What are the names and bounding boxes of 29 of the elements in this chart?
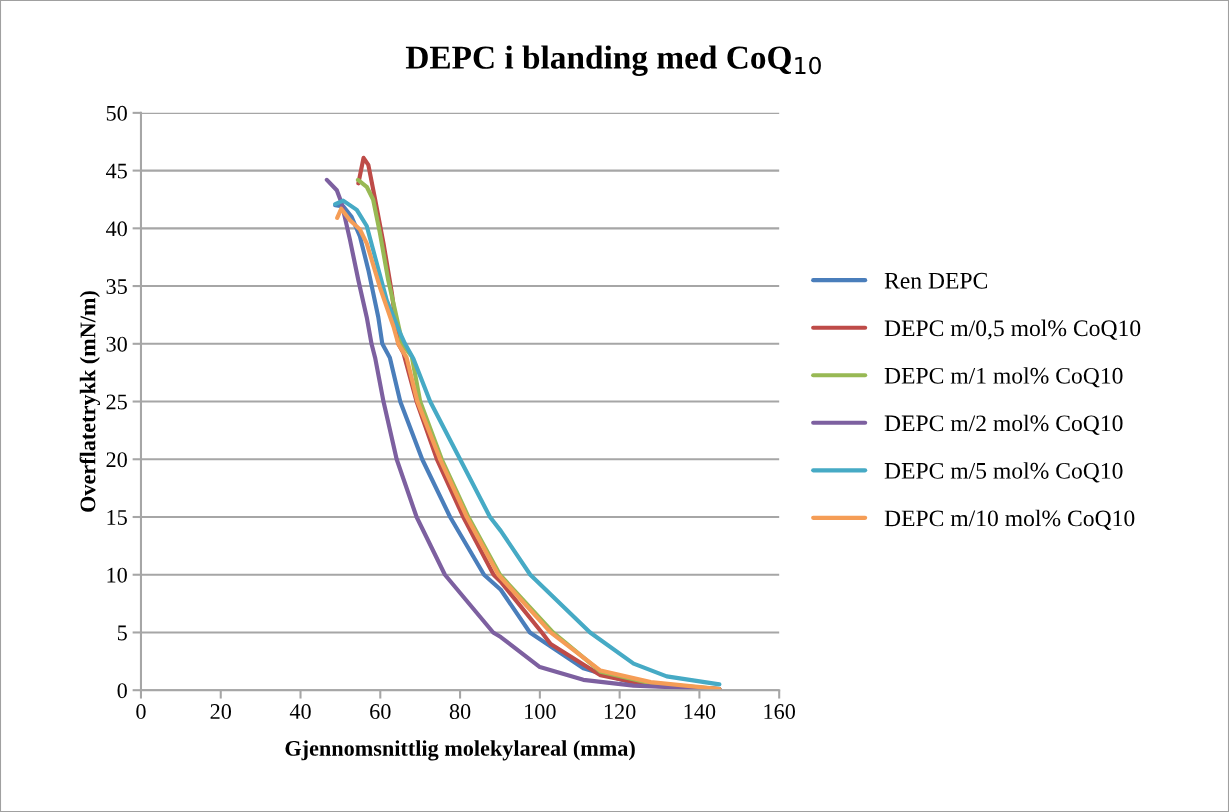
x-tick-label: 0 — [136, 704, 146, 720]
y-tick-label: 20 — [106, 452, 127, 468]
y-axis-title: Overflatetrykk (mN/m) — [79, 291, 100, 512]
y-tick-label: 5 — [117, 625, 127, 641]
legend-label: DEPC m/1 mol% CoQ10 — [884, 367, 1123, 388]
x-tick-label: 20 — [210, 704, 232, 720]
y-tick-label: 10 — [107, 567, 127, 583]
legend-label: DEPC m/0,5 mol% CoQ10 — [884, 319, 1141, 340]
legend-label: DEPC m/5 mol% CoQ10 — [884, 462, 1123, 483]
y-tick-label: 30 — [106, 336, 127, 352]
y-tick-label: 15 — [107, 510, 127, 525]
x-tick-label: 40 — [289, 704, 311, 720]
x-tick-label: 120 — [604, 704, 636, 720]
legend-label: Ren DEPC — [884, 272, 988, 289]
legend-label: DEPC m/2 mol% CoQ10 — [884, 414, 1123, 435]
y-tick-label: 0 — [117, 683, 127, 699]
chart-title: DEPC i blanding med CoQ$_{10}$ — [405, 45, 821, 76]
legend-label: DEPC m/10 mol% CoQ10 — [884, 509, 1135, 530]
y-tick-label: 25 — [106, 394, 127, 410]
x-tick-label: 160 — [764, 704, 796, 720]
y-tick-label: 50 — [106, 105, 127, 121]
y-tick-label: 40 — [105, 221, 127, 237]
y-tick-label: 35 — [106, 279, 127, 294]
x-tick-label: 80 — [449, 704, 471, 720]
x-tick-label: 100 — [525, 704, 556, 720]
y-tick-label: 45 — [105, 163, 127, 179]
x-tick-label: 140 — [684, 704, 716, 720]
x-tick-label: 60 — [370, 704, 391, 720]
x-axis-title: Gjennomsnittlig molekylareal (mma) — [285, 740, 635, 761]
